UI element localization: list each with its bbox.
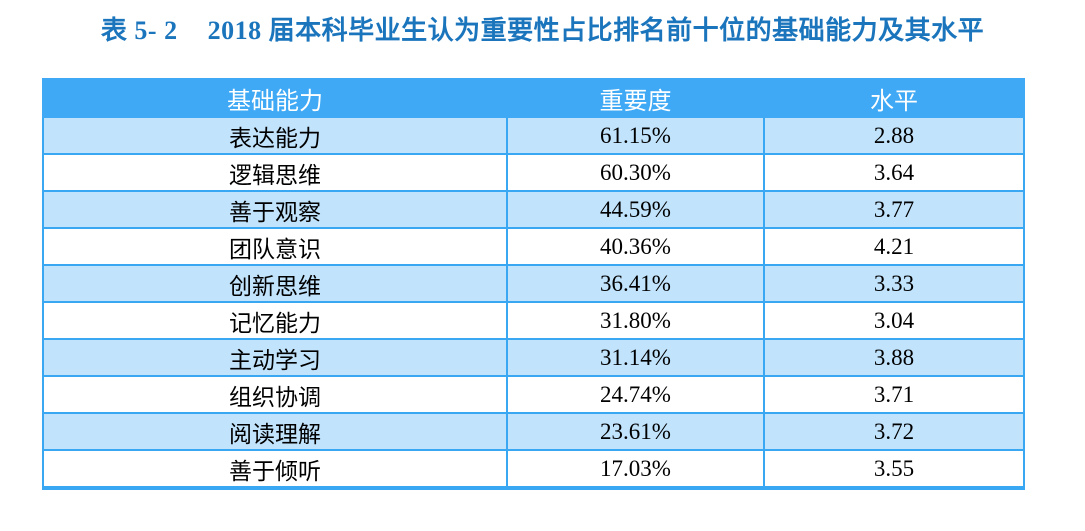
cell-ability: 逻辑思维 — [42, 153, 508, 192]
table-header-row: 基础能力 重要度 水平 — [42, 78, 1025, 118]
cell-level: 3.77 — [763, 190, 1025, 229]
cell-level: 3.33 — [763, 264, 1025, 303]
table-row: 主动学习 31.14% 3.88 — [42, 338, 1025, 377]
table-caption-title: 2018 届本科毕业生认为重要性占比排名前十位的基础能力及其水平 — [207, 16, 985, 45]
cell-ability: 创新思维 — [42, 264, 508, 303]
cell-ability: 阅读理解 — [42, 412, 508, 451]
cell-level: 3.88 — [763, 338, 1025, 377]
table-row: 善于观察 44.59% 3.77 — [42, 190, 1025, 229]
column-header-importance: 重要度 — [506, 78, 765, 118]
cell-level: 3.55 — [763, 449, 1025, 489]
cell-ability: 团队意识 — [42, 227, 508, 266]
cell-ability: 记忆能力 — [42, 301, 508, 340]
column-header-level: 水平 — [763, 78, 1025, 118]
cell-importance: 36.41% — [506, 264, 765, 303]
table-caption-label: 表 5- 2 — [100, 16, 178, 45]
cell-ability: 善于倾听 — [42, 449, 508, 489]
abilities-table: 基础能力 重要度 水平 表达能力 61.15% 2.88 逻辑思维 60.30%… — [42, 78, 1025, 490]
cell-level: 4.21 — [763, 227, 1025, 266]
table-row: 逻辑思维 60.30% 3.64 — [42, 153, 1025, 192]
table-row: 团队意识 40.36% 4.21 — [42, 227, 1025, 266]
cell-ability: 善于观察 — [42, 190, 508, 229]
cell-level: 2.88 — [763, 116, 1025, 155]
table-row: 阅读理解 23.61% 3.72 — [42, 412, 1025, 451]
table-caption: 表 5- 2 2018 届本科毕业生认为重要性占比排名前十位的基础能力及其水平 — [0, 0, 1085, 47]
table-row: 组织协调 24.74% 3.71 — [42, 375, 1025, 414]
cell-ability: 组织协调 — [42, 375, 508, 414]
cell-importance: 17.03% — [506, 449, 765, 489]
cell-level: 3.04 — [763, 301, 1025, 340]
cell-importance: 60.30% — [506, 153, 765, 192]
cell-importance: 61.15% — [506, 116, 765, 155]
cell-ability: 主动学习 — [42, 338, 508, 377]
table-row: 善于倾听 17.03% 3.55 — [42, 449, 1025, 489]
cell-importance: 31.80% — [506, 301, 765, 340]
table-row: 创新思维 36.41% 3.33 — [42, 264, 1025, 303]
cell-importance: 44.59% — [506, 190, 765, 229]
cell-importance: 31.14% — [506, 338, 765, 377]
cell-importance: 40.36% — [506, 227, 765, 266]
cell-level: 3.71 — [763, 375, 1025, 414]
cell-level: 3.72 — [763, 412, 1025, 451]
cell-level: 3.64 — [763, 153, 1025, 192]
table-row: 记忆能力 31.80% 3.04 — [42, 301, 1025, 340]
cell-importance: 24.74% — [506, 375, 765, 414]
cell-importance: 23.61% — [506, 412, 765, 451]
cell-ability: 表达能力 — [42, 116, 508, 155]
column-header-ability: 基础能力 — [42, 78, 508, 118]
table-row: 表达能力 61.15% 2.88 — [42, 116, 1025, 155]
